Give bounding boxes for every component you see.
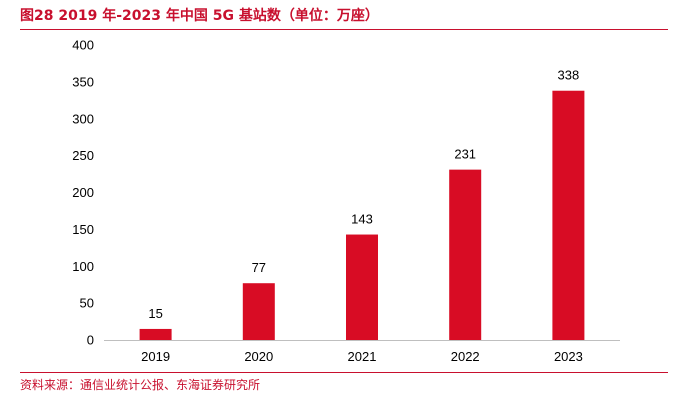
x-tick-label: 2019 [141,349,170,364]
y-axis-ticks: 0 50 100 150 200 250 300 350 400 [72,38,94,348]
data-labels: 15 77 143 231 338 [148,68,579,321]
bar [242,283,275,340]
y-tick-label: 400 [72,38,94,53]
bar [346,234,378,340]
y-tick-label: 50 [80,296,94,311]
x-tick-label: 2020 [244,349,273,364]
title-divider [20,29,668,30]
y-tick-label: 150 [72,222,94,237]
data-label: 77 [252,260,266,275]
y-tick-label: 300 [72,111,94,126]
source-note: 资料来源：通信业统计公报、东海证券研究所 [20,378,261,392]
x-tick-label: 2023 [554,349,583,364]
data-label: 338 [558,68,580,83]
y-tick-label: 200 [72,185,94,200]
y-tick-label: 100 [72,259,94,274]
bar [552,90,585,340]
data-label: 15 [148,306,162,321]
bar [139,328,172,340]
figure-title: 图28 2019 年-2023 年中国 5G 基站数（单位：万座） [20,8,379,24]
y-tick-label: 0 [87,333,94,348]
y-tick-label: 250 [72,148,94,163]
x-tick-label: 2021 [348,349,377,364]
x-tick-label: 2022 [451,349,480,364]
data-label: 231 [454,147,476,162]
y-tick-label: 350 [72,74,94,89]
bar-series [139,90,585,340]
source-divider [20,372,668,373]
data-label: 143 [351,212,373,227]
x-axis-ticks: 2019 2020 2021 2022 2023 [141,349,583,364]
bar [449,169,482,340]
